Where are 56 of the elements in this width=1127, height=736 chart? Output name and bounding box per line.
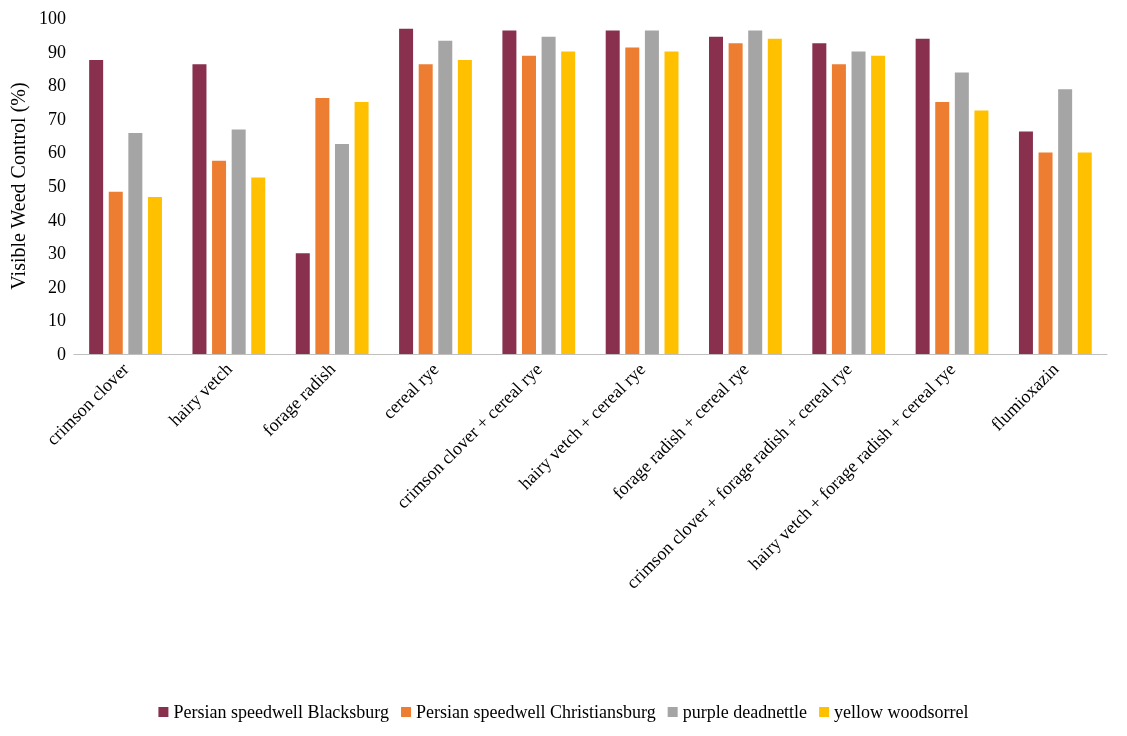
bar [935, 102, 950, 354]
y-tick-label: 90 [47, 41, 66, 62]
bar [541, 36, 556, 354]
bar [147, 197, 162, 354]
bar [89, 60, 104, 354]
bar [418, 64, 433, 354]
bar [399, 28, 414, 354]
bar [354, 102, 369, 354]
y-tick-label: 100 [38, 8, 66, 28]
bar [108, 191, 123, 354]
bar [709, 36, 724, 354]
bar [871, 55, 886, 354]
y-tick-label: 50 [47, 176, 66, 196]
y-tick-label: 30 [47, 243, 66, 264]
bar [295, 253, 310, 354]
bar [851, 51, 866, 354]
bar [767, 38, 782, 354]
bar [231, 129, 246, 354]
y-tick-label: 20 [47, 276, 66, 297]
legend-label: Persian speedwell Christiansburg [416, 702, 656, 722]
bar [728, 43, 743, 354]
legend-label: yellow woodsorrel [834, 702, 969, 722]
bar [625, 47, 640, 354]
bar [974, 110, 989, 354]
y-tick-label: 60 [47, 142, 66, 163]
bar [605, 30, 620, 354]
bar [748, 30, 763, 354]
bar [1038, 152, 1053, 354]
y-axis-title: Visible Weed Control (%) [7, 82, 30, 290]
bar [561, 51, 576, 354]
bar [1018, 131, 1033, 354]
bar [192, 64, 207, 354]
bar [457, 60, 472, 354]
y-tick-label: 80 [47, 75, 66, 96]
bar [1058, 89, 1073, 354]
y-tick-label: 40 [47, 209, 66, 230]
bar [315, 97, 330, 354]
y-tick-label: 10 [47, 310, 66, 331]
bar [812, 43, 827, 354]
bar [128, 132, 143, 354]
y-tick-label: 0 [56, 344, 66, 364]
bar [438, 40, 453, 354]
bar [522, 55, 536, 354]
bar [831, 64, 846, 354]
bar [644, 30, 659, 354]
legend-label: purple deadnettle [682, 702, 808, 722]
bar [915, 38, 930, 354]
bar [954, 72, 969, 354]
bar [502, 30, 517, 354]
legend-label: Persian speedwell Blacksburg [173, 702, 390, 722]
bar [334, 144, 349, 354]
bar [212, 160, 227, 354]
bar [664, 51, 679, 354]
bar [251, 177, 266, 354]
bar [1077, 152, 1092, 354]
y-tick-label: 70 [47, 108, 66, 129]
